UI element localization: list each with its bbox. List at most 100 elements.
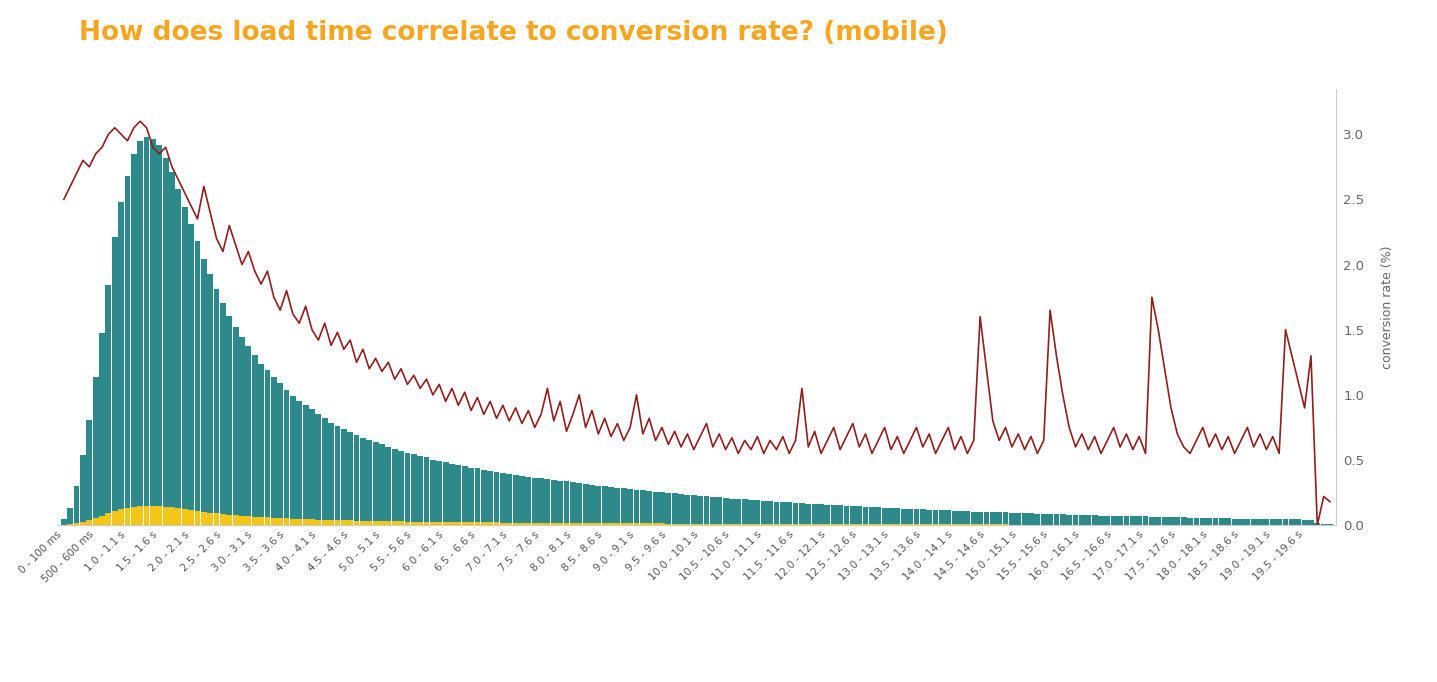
Bar xyxy=(1022,514,1027,525)
Bar xyxy=(188,224,194,525)
Bar xyxy=(1137,516,1142,525)
Bar xyxy=(385,521,391,525)
Bar xyxy=(1105,516,1111,525)
Bar xyxy=(227,515,233,525)
Bar xyxy=(526,522,532,525)
Bar xyxy=(608,523,614,525)
Bar xyxy=(1276,519,1282,525)
Bar xyxy=(354,435,359,525)
Bar xyxy=(398,451,404,525)
Bar xyxy=(1142,516,1148,525)
Bar xyxy=(468,468,474,525)
Bar xyxy=(882,524,888,525)
Bar xyxy=(456,522,461,525)
Bar xyxy=(1150,517,1155,525)
Bar xyxy=(404,453,411,525)
Bar xyxy=(665,524,671,525)
Bar xyxy=(964,512,970,525)
Bar xyxy=(519,476,525,525)
Bar xyxy=(392,521,398,525)
Bar xyxy=(812,524,818,525)
Bar xyxy=(239,516,244,525)
Bar xyxy=(105,513,111,525)
Bar xyxy=(411,454,417,525)
Bar xyxy=(149,139,155,525)
Bar xyxy=(602,523,608,525)
Bar xyxy=(938,510,946,525)
Bar xyxy=(80,522,86,525)
Bar xyxy=(920,524,925,525)
Bar xyxy=(1328,524,1334,525)
Bar xyxy=(971,512,977,525)
Bar xyxy=(684,524,690,525)
Bar xyxy=(272,376,277,525)
Bar xyxy=(875,507,881,525)
Bar xyxy=(506,522,512,525)
Bar xyxy=(468,522,474,525)
Bar xyxy=(563,481,569,525)
Bar xyxy=(220,303,226,525)
Bar xyxy=(799,524,805,525)
Bar xyxy=(736,524,741,525)
Bar xyxy=(251,355,257,525)
Bar xyxy=(849,524,856,525)
Bar xyxy=(1035,514,1040,525)
Bar xyxy=(448,522,456,525)
Bar xyxy=(933,510,938,525)
Bar xyxy=(194,511,200,525)
Bar xyxy=(652,524,658,525)
Bar xyxy=(678,524,684,525)
Y-axis label: conversion rate (%): conversion rate (%) xyxy=(1381,245,1394,369)
Bar xyxy=(392,449,398,525)
Bar xyxy=(500,522,506,525)
Bar xyxy=(1232,518,1237,525)
Bar xyxy=(1250,518,1256,525)
Bar xyxy=(404,522,411,525)
Bar xyxy=(1072,515,1078,525)
Bar xyxy=(214,289,220,525)
Bar xyxy=(875,524,881,525)
Bar xyxy=(448,464,456,525)
Bar xyxy=(424,458,430,525)
Bar xyxy=(697,496,703,525)
Bar xyxy=(704,524,710,525)
Bar xyxy=(361,438,366,525)
Bar xyxy=(73,523,79,525)
Bar xyxy=(303,519,309,525)
Bar xyxy=(131,154,137,525)
Bar xyxy=(639,523,645,525)
Bar xyxy=(1302,520,1308,525)
Bar xyxy=(1003,512,1009,525)
Bar xyxy=(1226,518,1232,525)
Bar xyxy=(348,432,354,525)
Bar xyxy=(665,493,671,525)
Bar xyxy=(938,524,946,525)
Bar xyxy=(652,492,658,525)
Bar xyxy=(678,494,684,525)
Bar xyxy=(175,508,181,525)
Bar xyxy=(411,522,417,525)
Bar xyxy=(639,490,645,525)
Bar xyxy=(526,477,532,525)
Bar xyxy=(1283,520,1289,525)
Bar xyxy=(582,484,589,525)
Bar xyxy=(348,520,354,525)
Bar xyxy=(749,500,754,525)
Bar xyxy=(773,501,779,525)
Bar xyxy=(901,509,907,525)
Bar xyxy=(888,524,894,525)
Bar xyxy=(316,520,322,525)
Bar xyxy=(723,524,729,525)
Bar xyxy=(793,524,799,525)
Bar xyxy=(283,390,289,525)
Bar xyxy=(277,518,283,525)
Bar xyxy=(977,512,983,525)
Bar xyxy=(149,506,155,525)
Bar xyxy=(322,520,328,525)
Bar xyxy=(825,505,831,525)
Bar xyxy=(634,490,639,525)
Bar xyxy=(513,522,519,525)
Bar xyxy=(366,440,372,525)
Bar xyxy=(220,514,226,525)
Bar xyxy=(927,524,933,525)
